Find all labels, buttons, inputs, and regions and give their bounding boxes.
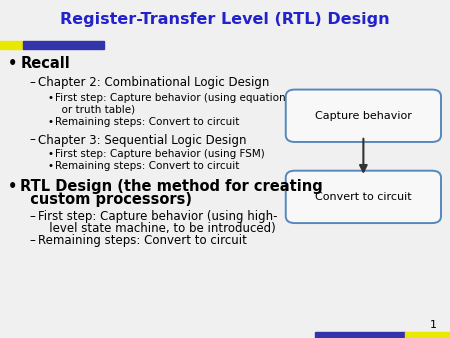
Text: –: – <box>29 76 35 89</box>
Text: First step: Capture behavior (using equation: First step: Capture behavior (using equa… <box>55 93 285 103</box>
Text: First step: Capture behavior (using FSM): First step: Capture behavior (using FSM) <box>55 149 265 160</box>
Text: or truth table): or truth table) <box>55 105 135 115</box>
Text: –: – <box>29 234 35 247</box>
Text: Remaining steps: Convert to circuit: Remaining steps: Convert to circuit <box>55 117 239 127</box>
Text: Capture behavior: Capture behavior <box>315 111 412 121</box>
Bar <box>0 41 22 49</box>
Text: •: • <box>47 149 53 160</box>
Bar <box>315 332 405 338</box>
Bar <box>405 332 450 338</box>
Text: •: • <box>47 93 53 103</box>
Text: –: – <box>29 134 35 146</box>
Text: Chapter 3: Sequential Logic Design: Chapter 3: Sequential Logic Design <box>38 134 247 146</box>
FancyBboxPatch shape <box>286 171 441 223</box>
Text: Register-Transfer Level (RTL) Design: Register-Transfer Level (RTL) Design <box>60 12 390 27</box>
Text: •: • <box>47 161 53 171</box>
Text: RTL Design (the method for creating: RTL Design (the method for creating <box>20 179 323 194</box>
Text: custom processors): custom processors) <box>20 192 192 207</box>
Text: •: • <box>47 117 53 127</box>
Text: level state machine, to be introduced): level state machine, to be introduced) <box>38 222 276 235</box>
Text: 1: 1 <box>429 319 436 330</box>
Text: Convert to circuit: Convert to circuit <box>315 192 412 202</box>
Text: Remaining steps: Convert to circuit: Remaining steps: Convert to circuit <box>55 161 239 171</box>
FancyBboxPatch shape <box>286 90 441 142</box>
Text: •: • <box>8 56 18 71</box>
Text: Remaining steps: Convert to circuit: Remaining steps: Convert to circuit <box>38 234 247 247</box>
Text: Chapter 2: Combinational Logic Design: Chapter 2: Combinational Logic Design <box>38 76 270 89</box>
Text: •: • <box>8 179 18 194</box>
Text: First step: Capture behavior (using high-: First step: Capture behavior (using high… <box>38 210 278 223</box>
Bar <box>22 41 104 49</box>
Text: –: – <box>29 210 35 223</box>
Text: Recall: Recall <box>20 56 70 71</box>
